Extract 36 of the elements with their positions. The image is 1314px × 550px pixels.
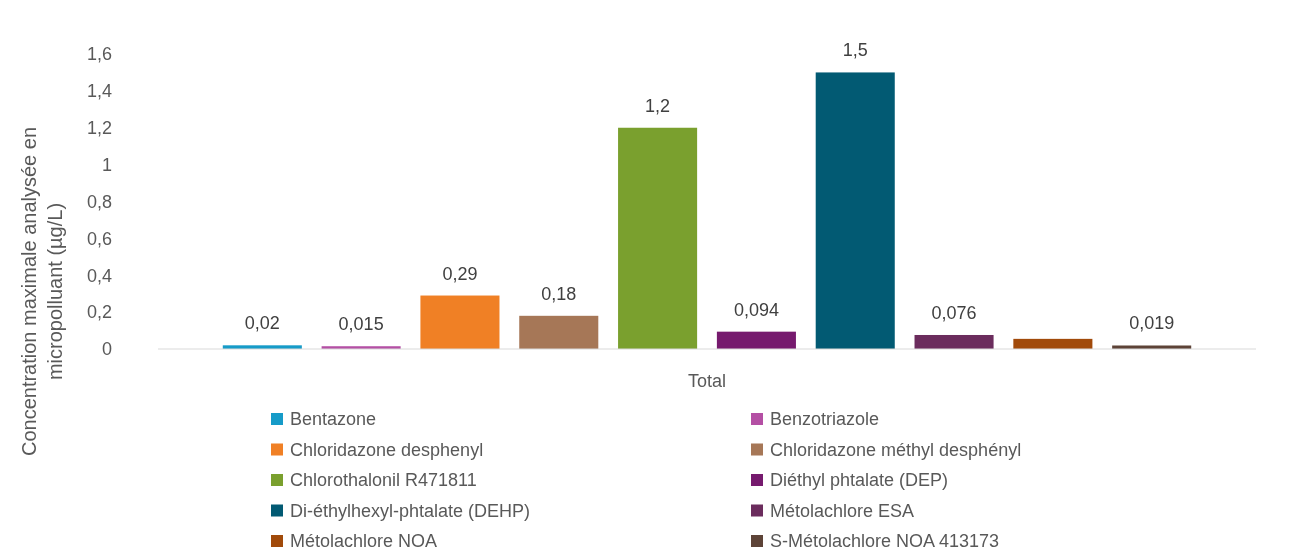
x-tick-label: Total [687, 371, 727, 391]
data-label: 1,2 [645, 95, 671, 116]
data-label: 0,094 [733, 299, 779, 320]
bar [519, 315, 599, 349]
y-tick-label: 1,6 [86, 44, 112, 65]
y-tick-label: 0 [101, 339, 112, 360]
data-label: 0,18 [541, 283, 577, 304]
bar [914, 334, 994, 349]
legend-label: Chloridazone desphenyl [290, 439, 484, 460]
bar [716, 331, 796, 349]
y-tick-label: 1,4 [86, 81, 112, 102]
legend-label: Métolachlore ESA [770, 500, 915, 521]
data-label: 1,5 [842, 40, 868, 61]
legend-label: S-Métolachlore NOA 413173 [770, 531, 1000, 550]
legend-label: Métolachlore NOA [290, 531, 438, 550]
data-label: 0,29 [442, 263, 478, 284]
data-label: 0,019 [1129, 313, 1175, 334]
bar [815, 72, 895, 349]
legend-label: Bentazone [290, 409, 377, 430]
data-label: 0,076 [931, 302, 977, 323]
data-label: 0,02 [244, 313, 280, 334]
legend-label: Benzotriazole [770, 409, 880, 430]
data-label: 0,015 [338, 314, 384, 335]
y-tick-label: 1 [101, 154, 112, 175]
legend-label: Di-éthylhexyl-phtalate (DEHP) [290, 500, 531, 521]
legend-label: Chlorothalonil R471811 [290, 470, 477, 491]
y-tick-label: 0,4 [86, 265, 112, 286]
bar [618, 127, 698, 349]
bar [420, 295, 500, 349]
legend-label: Chloridazone méthyl desphényl [770, 439, 1022, 460]
y-tick-label: 1,2 [86, 118, 112, 139]
y-tick-label: 0,8 [86, 191, 112, 212]
y-tick-label: 0,6 [86, 228, 112, 249]
legend-label: Diéthyl phtalate (DEP) [770, 470, 949, 491]
y-axis-title: Concentration maximale analysée en micropolluant (µg/L) [18, 126, 66, 457]
y-tick-label: 0,2 [86, 302, 112, 323]
